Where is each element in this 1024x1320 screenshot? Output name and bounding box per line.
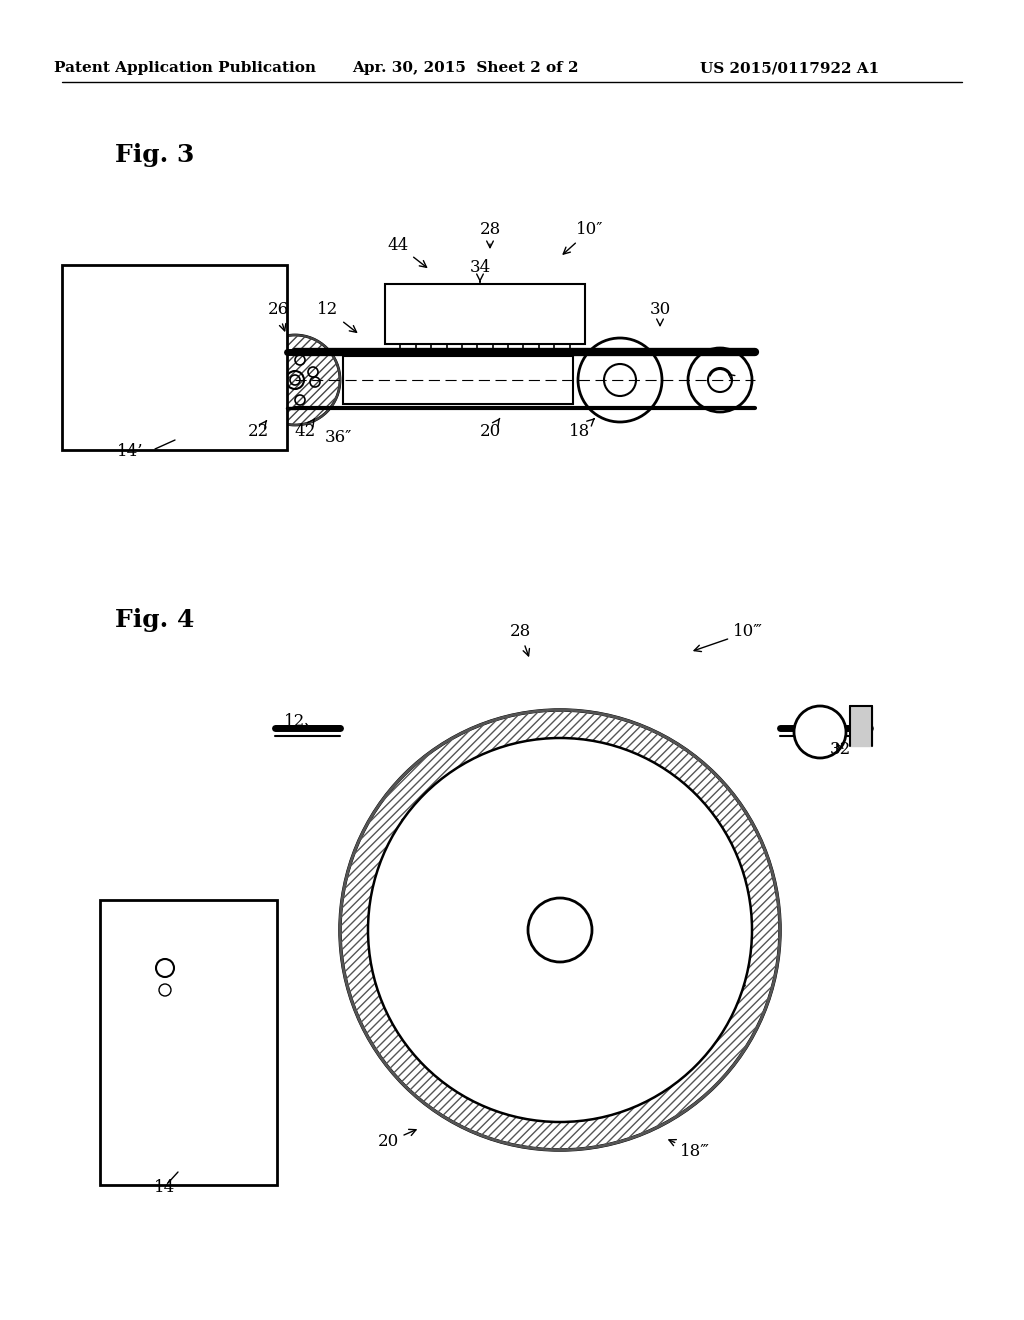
Text: 18: 18 [569,418,594,441]
Circle shape [688,348,752,412]
Circle shape [578,338,662,422]
Text: Fig. 3: Fig. 3 [115,143,195,168]
Text: 34‴: 34‴ [435,781,483,808]
Text: 36″: 36″ [325,429,351,446]
Text: 12: 12 [285,714,311,730]
Circle shape [794,706,846,758]
Text: 22: 22 [248,421,268,441]
Text: 18‴: 18‴ [669,1139,710,1160]
Text: 10‴: 10‴ [694,623,763,652]
Text: US 2015/0117922 A1: US 2015/0117922 A1 [700,61,880,75]
Text: 20: 20 [378,1130,416,1151]
Text: 26: 26 [267,301,289,331]
Bar [100,900,278,1185]
Text: 36‴: 36‴ [589,859,630,879]
Text: 44: 44 [387,236,427,268]
Circle shape [368,738,752,1122]
Text: Fig. 4: Fig. 4 [115,609,195,632]
Text: 28: 28 [509,623,530,656]
Text: 42: 42 [294,418,315,441]
Text: 14: 14 [155,1180,176,1196]
Text: 10″: 10″ [563,222,604,255]
Bar [343,356,573,404]
Circle shape [528,898,592,962]
Text: 32: 32 [829,742,851,759]
Circle shape [250,335,340,425]
Text: 20: 20 [479,418,501,441]
Text: 28: 28 [479,222,501,248]
Text: 34: 34 [469,260,490,282]
Text: 14’: 14’ [117,444,143,461]
Text: 12: 12 [317,301,356,333]
Text: Apr. 30, 2015  Sheet 2 of 2: Apr. 30, 2015 Sheet 2 of 2 [352,61,579,75]
Bar [385,284,585,345]
Bar [62,265,287,450]
Text: 30: 30 [649,301,671,326]
Circle shape [340,710,780,1150]
Text: Patent Application Publication: Patent Application Publication [54,61,316,75]
Polygon shape [850,706,872,746]
